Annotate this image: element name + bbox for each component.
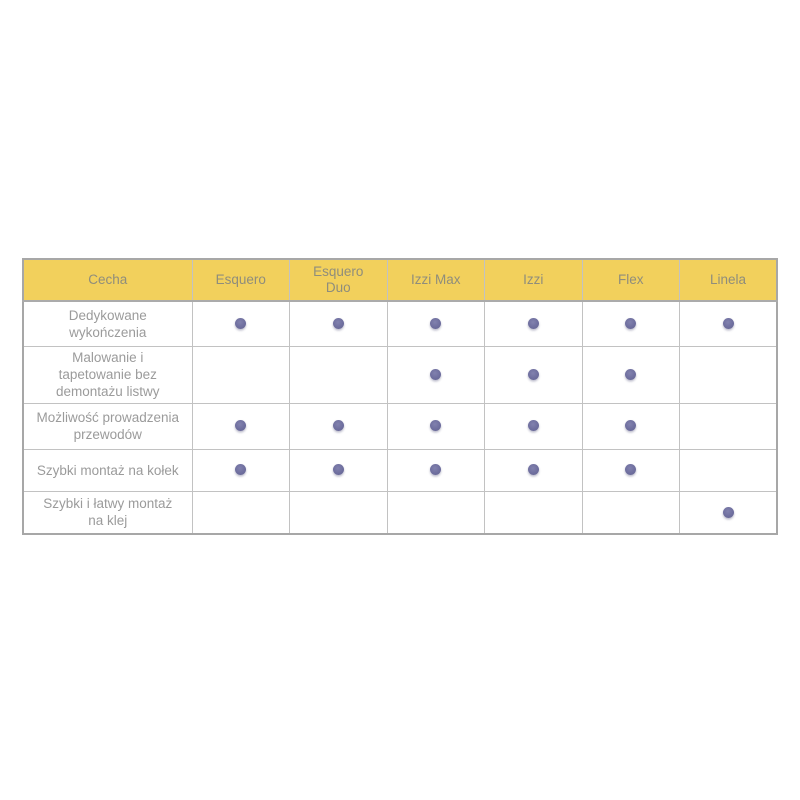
support-cell (289, 490, 388, 535)
header-product-4: Izzi (484, 258, 583, 302)
availability-dot-icon (235, 464, 247, 476)
header-feature-column: Cecha (22, 258, 193, 302)
availability-dot-icon (430, 368, 442, 380)
feature-row-4: Szybki montaż na kołek (22, 448, 778, 492)
feature-row-3: Możliwość prowadzenia przewodów (22, 402, 778, 450)
support-cell (581, 448, 680, 492)
availability-dot-icon (332, 318, 344, 330)
availability-dot-icon (625, 464, 637, 476)
support-cell (484, 300, 583, 347)
support-cell (386, 300, 485, 347)
support-cell (679, 490, 778, 535)
support-cell (679, 402, 778, 450)
support-cell (679, 448, 778, 492)
availability-dot-icon (625, 420, 637, 432)
support-cell (386, 402, 485, 450)
availability-dot-icon (235, 318, 247, 330)
table-body: Dedykowane wykończenia Malowanie i tapeto… (22, 300, 778, 535)
availability-dot-icon (332, 464, 344, 476)
header-product-6: Linela (679, 258, 778, 302)
support-cell (386, 448, 485, 492)
availability-dot-icon (722, 318, 734, 330)
availability-dot-icon (625, 368, 637, 380)
header-row: Cecha Esquero Esquero Duo Izzi Max Izzi Flex… (22, 258, 778, 302)
availability-dot-icon (527, 368, 539, 380)
feature-row-2: Malowanie i tapetowanie bez demontażu li… (22, 345, 778, 404)
support-cell (289, 345, 388, 404)
support-cell (386, 345, 485, 404)
support-cell (484, 490, 583, 535)
feature-label: Możliwość prowadzenia przewodów (22, 402, 193, 450)
header-product-3: Izzi Max (386, 258, 485, 302)
feature-row-1: Dedykowane wykończenia (22, 300, 778, 347)
feature-label: Szybki montaż na kołek (22, 448, 193, 492)
support-cell (581, 490, 680, 535)
feature-label: Dedykowane wykończenia (22, 300, 193, 347)
availability-dot-icon (430, 464, 442, 476)
support-cell (484, 345, 583, 404)
support-cell (386, 490, 485, 535)
availability-dot-icon (235, 420, 247, 432)
header-product-1: Esquero (191, 258, 290, 302)
support-cell (191, 300, 290, 347)
support-cell (679, 300, 778, 347)
availability-dot-icon (722, 506, 734, 518)
support-cell (484, 448, 583, 492)
support-cell (289, 448, 388, 492)
support-cell (484, 402, 583, 450)
header-product-5: Flex (581, 258, 680, 302)
support-cell (289, 402, 388, 450)
header-product-2: Esquero Duo (289, 258, 388, 302)
support-cell (191, 448, 290, 492)
support-cell (581, 300, 680, 347)
support-cell (289, 300, 388, 347)
support-cell (191, 345, 290, 404)
availability-dot-icon (332, 420, 344, 432)
support-cell (581, 345, 680, 404)
availability-dot-icon (527, 420, 539, 432)
availability-dot-icon (527, 464, 539, 476)
availability-dot-icon (430, 318, 442, 330)
feature-label: Szybki i łatwy montaż na klej (22, 490, 193, 535)
availability-dot-icon (625, 318, 637, 330)
feature-label: Malowanie i tapetowanie bez demontażu li… (22, 345, 193, 404)
support-cell (191, 490, 290, 535)
availability-dot-icon (527, 318, 539, 330)
support-cell (581, 402, 680, 450)
availability-dot-icon (430, 420, 442, 432)
feature-row-5: Szybki i łatwy montaż na klej (22, 490, 778, 535)
support-cell (679, 345, 778, 404)
feature-comparison-table: Cecha Esquero Esquero Duo Izzi Max Izzi Flex… (22, 258, 778, 535)
support-cell (191, 402, 290, 450)
